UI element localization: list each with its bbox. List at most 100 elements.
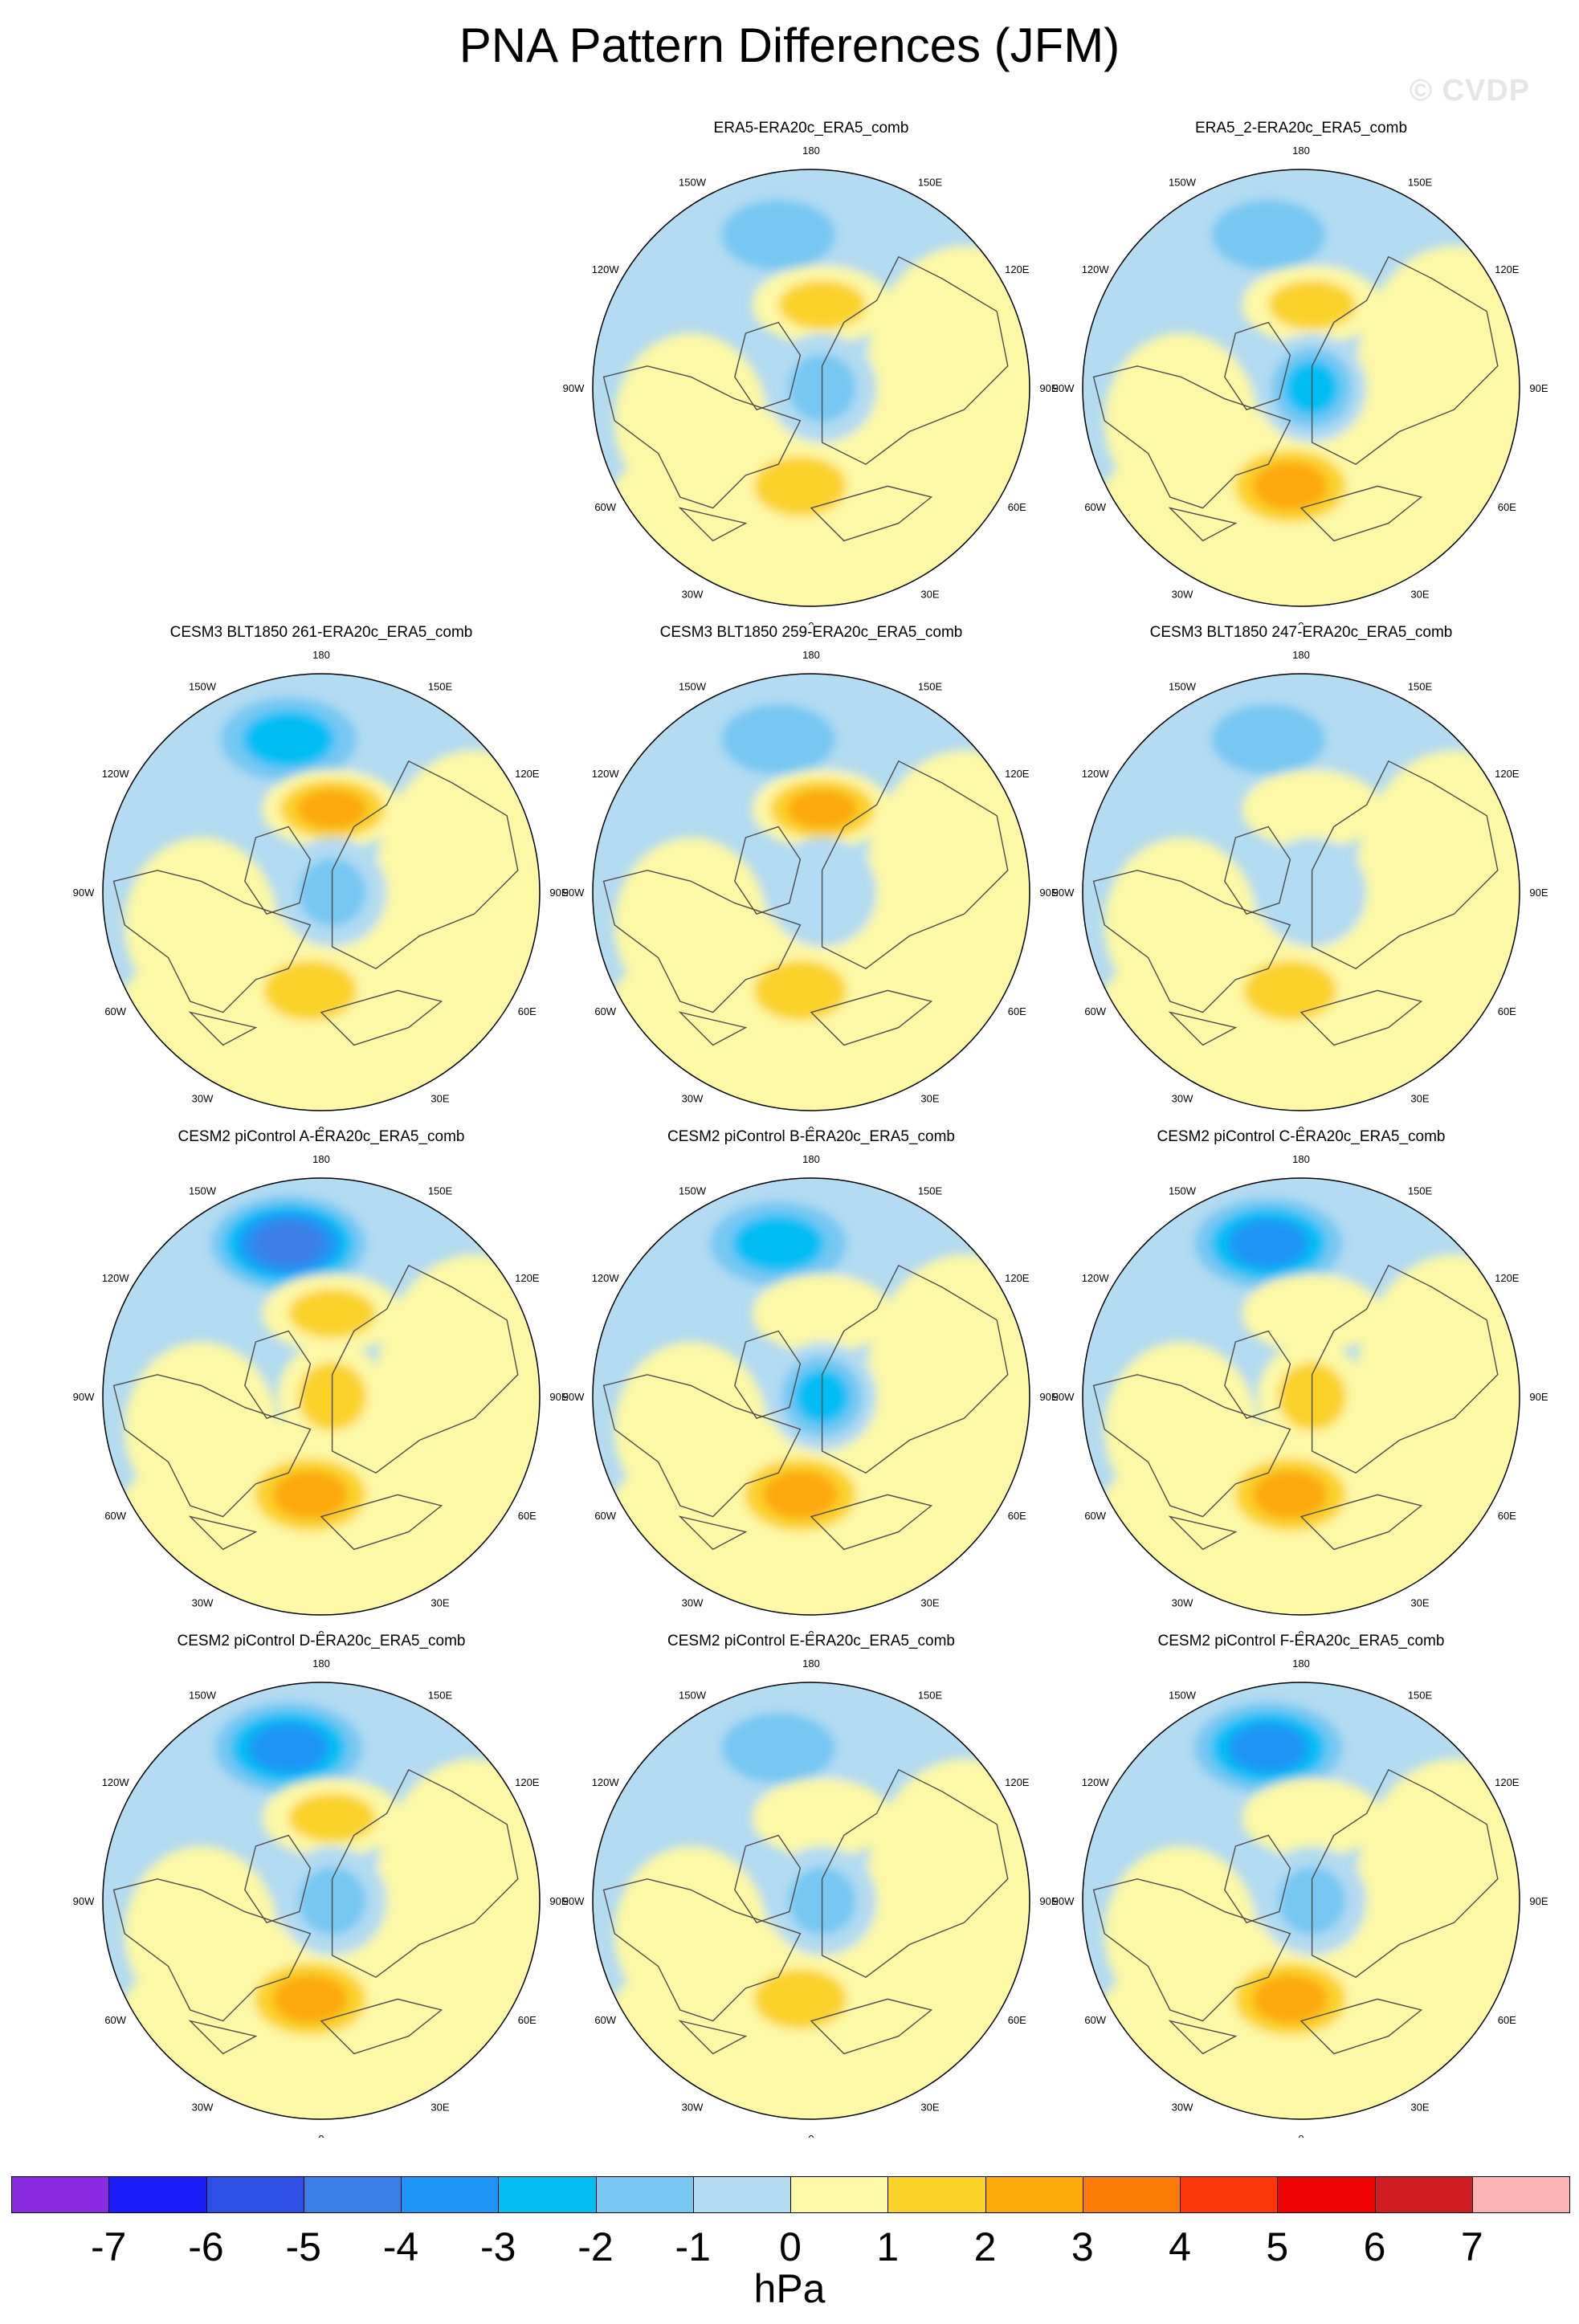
longitude-label: 90E xyxy=(1529,1895,1548,1907)
neutral-zone xyxy=(614,1846,768,2021)
longitude-label: 150W xyxy=(1169,1185,1197,1197)
neutral-zone xyxy=(866,1759,1030,2021)
colorbar-bin xyxy=(11,2176,110,2213)
anomaly-contour-pna-continent-high-hpa xyxy=(288,1289,376,1339)
longitude-label: 60W xyxy=(594,2014,616,2026)
anomaly-contour-atlantic-high-hpa xyxy=(763,1470,838,1519)
neutral-zone xyxy=(124,1846,278,2021)
panel-title: CESM2 piControl B-ERA20c_ERA5_comb xyxy=(667,1128,955,1145)
polar-map: 180 150E 120E 90E 60E 30E 0 30W 60W 90W 120W 150W xyxy=(1053,145,1548,625)
neutral-zone xyxy=(866,246,1030,508)
longitude-label: 30E xyxy=(920,2101,939,2113)
longitude-label: 90W xyxy=(73,1391,95,1403)
anomaly-contour-pna-pacific-low-hpa xyxy=(1210,199,1326,271)
longitude-label: 90E xyxy=(549,1895,568,1907)
polar-map: 180 150E 120E 90E 60E 30E 0 30W 60W 90W 120W 150W xyxy=(1053,1657,1548,2138)
longitude-label: 30W xyxy=(192,1596,214,1608)
longitude-label: 30W xyxy=(682,1596,704,1608)
longitude-label: 180 xyxy=(802,1153,820,1165)
longitude-label: 60W xyxy=(1084,1510,1106,1522)
coastline xyxy=(810,485,933,542)
anomaly-contour-pna-continent-high-hpa xyxy=(1242,1274,1382,1353)
polar-map: 180 150E 120E 90E 60E 30E 0 30W 60W 90W 120W 150W xyxy=(73,1153,569,1633)
colorbar-tick-label: -1 xyxy=(675,2224,711,2269)
longitude-label: 30W xyxy=(1172,588,1193,600)
longitude-label: 90E xyxy=(1529,887,1548,899)
colorbar-bin xyxy=(401,2176,500,2213)
coastline xyxy=(1311,1768,1499,1979)
longitude-label: 180 xyxy=(312,1657,330,1670)
longitude-label: 30E xyxy=(1410,588,1429,600)
longitude-label: 120E xyxy=(1005,263,1030,275)
panel-title: CESM3 BLT1850 259-ERA20c_ERA5_comb xyxy=(659,624,963,641)
longitude-label: 150E xyxy=(918,177,943,189)
map-panel: CESM3 BLT1850 261-ERA20c_ERA5_comb 180 150… xyxy=(64,623,578,1129)
anomaly-contour-atlantic-high-hpa xyxy=(753,456,847,516)
map-border xyxy=(102,1682,541,2120)
colorbar-tick-label: 0 xyxy=(779,2224,802,2269)
longitude-label: 150W xyxy=(679,681,707,693)
colorbar-tick-label: 3 xyxy=(1071,2224,1094,2269)
longitude-label: 0 xyxy=(808,1629,814,1633)
coastline xyxy=(1224,826,1291,915)
colorbar-tick-label: -2 xyxy=(577,2224,614,2269)
longitude-label: 60E xyxy=(1008,1005,1026,1017)
map-panel: CESM3 BLT1850 247-ERA20c_ERA5_comb 180 150… xyxy=(1044,623,1558,1129)
longitude-label: 120W xyxy=(592,263,620,275)
coastline xyxy=(1092,1878,1291,2022)
map-panel: ERA5_2-ERA20c_ERA5_comb 180 150E 120E 90E 60E… xyxy=(1044,119,1558,625)
coastline xyxy=(331,1768,519,1979)
longitude-label: 90W xyxy=(73,1895,95,1907)
longitude-label: 120E xyxy=(1495,1776,1520,1788)
neutral-zone xyxy=(614,1342,768,1517)
longitude-label: 0 xyxy=(318,2133,324,2138)
longitude-label: 120E xyxy=(1005,1272,1030,1284)
longitude-label: 150W xyxy=(679,1185,707,1197)
polar-map: 180 150E 120E 90E 60E 30E 0 30W 60W 90W 120W 150W xyxy=(563,1657,1059,2138)
longitude-label: 120W xyxy=(1082,1272,1110,1284)
longitude-label: 120W xyxy=(592,1272,620,1284)
longitude-label: 120W xyxy=(592,1776,620,1788)
anomaly-contour-pna-pacific-low-hpa xyxy=(1228,1218,1309,1269)
neutral-zone xyxy=(124,1342,278,1517)
map-panel: CESM2 piControl B-ERA20c_ERA5_comb 180 150… xyxy=(554,1127,1068,1633)
longitude-label: 0 xyxy=(1298,1629,1304,1633)
longitude-label: 30E xyxy=(920,1092,939,1104)
longitude-label: 60E xyxy=(1008,2014,1026,2026)
longitude-label: 150W xyxy=(679,177,707,189)
anomaly-contour-pna-pacific-low-hpa xyxy=(243,711,335,768)
neutral-zone xyxy=(1104,1342,1258,1517)
coastline xyxy=(244,1330,312,1420)
coastline xyxy=(1300,1494,1423,1551)
longitude-label: 90W xyxy=(563,1895,585,1907)
coastline xyxy=(821,1264,1009,1474)
neutral-zone xyxy=(1104,1846,1258,2021)
colorbar-tick-label: 2 xyxy=(973,2224,997,2269)
neutral-zone xyxy=(376,750,540,1013)
coastline xyxy=(1168,507,1238,542)
neutral-zone xyxy=(1104,838,1258,1013)
coastline xyxy=(112,1878,312,2022)
colorbar-bin xyxy=(595,2176,694,2213)
panel-title: CESM3 BLT1850 261-ERA20c_ERA5_comb xyxy=(169,624,473,641)
anomaly-contour-pna-pacific-low-hpa xyxy=(1228,1723,1309,1773)
coastline xyxy=(1311,255,1499,466)
panel-title: ERA5_2-ERA20c_ERA5_comb xyxy=(1194,120,1408,137)
neutral-zone xyxy=(614,333,768,508)
map-border xyxy=(1082,1682,1520,2120)
longitude-label: 90W xyxy=(563,382,585,394)
longitude-label: 150E xyxy=(1408,1690,1433,1702)
coastline xyxy=(821,1768,1009,1979)
longitude-label: 30W xyxy=(682,1092,704,1104)
coastline xyxy=(1092,365,1291,509)
anomaly-contour-atlantic-high-hpa xyxy=(273,1470,348,1519)
longitude-label: 30E xyxy=(430,1596,449,1608)
coastline xyxy=(320,989,443,1046)
map-panel: CESM3 BLT1850 259-ERA20c_ERA5_comb 180 150… xyxy=(554,623,1068,1129)
longitude-label: 180 xyxy=(312,649,330,661)
colorbar-tick-label: 5 xyxy=(1266,2224,1289,2269)
longitude-label: 90W xyxy=(1053,887,1075,899)
anomaly-contour-pna-pacific-low-hpa xyxy=(720,703,836,775)
longitude-label: 180 xyxy=(802,649,820,661)
map-panel: CESM2 piControl F-ERA20c_ERA5_comb 180 150… xyxy=(1044,1632,1558,2138)
